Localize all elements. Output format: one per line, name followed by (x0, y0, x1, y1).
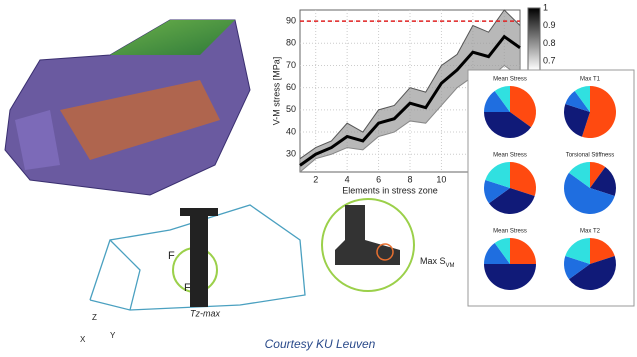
x-tick-label: 10 (436, 174, 446, 184)
moment-label: Tz-max (190, 308, 220, 318)
pie-title: Mean Stress (493, 77, 527, 83)
zoom-label-main: Max S (420, 256, 446, 266)
x-tick-label: 2 (313, 174, 318, 184)
figure: F F Tz-max Max SVM Z X Y Courtesy KU Leu… (0, 0, 637, 352)
axis-label: X (80, 335, 86, 344)
axis-label: Y (110, 331, 116, 340)
colorbar-tick-label: 0.8 (543, 38, 556, 48)
caption: Courtesy KU Leuven (265, 337, 376, 351)
colorbar-tick-label: 0.7 (543, 56, 556, 66)
colorbar-tick-label: 1 (543, 2, 548, 12)
pie-title: Max T1 (580, 77, 601, 83)
y-tick-label: 70 (286, 60, 296, 70)
colorbar-tick-label: 0.9 (543, 20, 556, 30)
pie-title: Mean Stress (493, 153, 527, 159)
colorbar (528, 8, 540, 70)
pie-title: Mean Stress (493, 229, 527, 235)
x-axis-label: Elements in stress zone (342, 185, 438, 195)
x-tick-label: 8 (407, 174, 412, 184)
x-tick-label: 4 (345, 174, 350, 184)
y-tick-label: 50 (286, 104, 296, 114)
y-tick-label: 30 (286, 149, 296, 159)
y-tick-label: 60 (286, 82, 296, 92)
zoom-label: Max SVM (420, 256, 455, 268)
car-body-illustration (5, 20, 250, 195)
y-tick-label: 90 (286, 15, 296, 25)
y-axis-label: V-M stress [MPa] (271, 57, 281, 126)
force-label: F (168, 250, 175, 262)
frame-illustration (90, 199, 414, 310)
pie-panel: Mean Stress Max T1 Mean Stress Torsional St… (468, 70, 634, 306)
x-tick-label: 6 (376, 174, 381, 184)
y-tick-label: 40 (286, 126, 296, 136)
zoom-label-sub: VM (446, 263, 455, 269)
pie-title: Torsional Stiffness (566, 153, 615, 159)
axis-label: Z (92, 313, 97, 322)
y-tick-label: 80 (286, 38, 296, 48)
force-label: F (184, 282, 191, 294)
pie-title: Max T2 (580, 229, 601, 235)
